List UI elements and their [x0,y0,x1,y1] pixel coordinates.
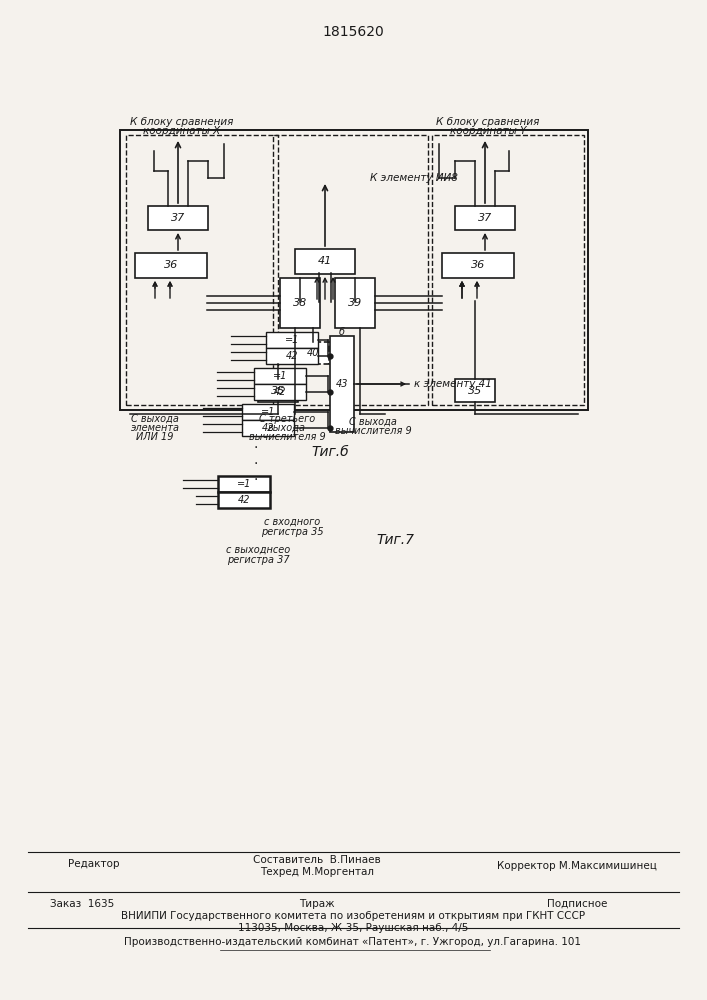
Text: =1: =1 [285,335,299,345]
Text: 38: 38 [293,298,307,308]
FancyBboxPatch shape [295,249,355,274]
Text: Τиг.7: Τиг.7 [376,533,414,547]
Text: элемента: элемента [131,423,180,433]
Text: К блоку сравнения: К блоку сравнения [130,117,234,127]
Text: Производственно-издательский комбинат «Патент», г. Ужгород, ул.Гагарина. 101: Производственно-издательский комбинат «П… [124,937,581,947]
Text: Техред М.Моргентал: Техред М.Моргентал [260,867,374,877]
FancyBboxPatch shape [148,206,208,230]
Text: 39: 39 [348,298,362,308]
Text: С третьего: С третьего [259,414,315,424]
FancyBboxPatch shape [242,420,294,436]
Text: =1: =1 [237,479,251,489]
Text: 41: 41 [318,256,332,266]
Text: Корректор М.Максимишинец: Корректор М.Максимишинец [497,861,657,871]
Text: к элементу 41: к элементу 41 [414,379,492,389]
FancyBboxPatch shape [254,384,306,400]
FancyBboxPatch shape [254,368,306,384]
Text: К элементу ИИ8: К элементу ИИ8 [370,173,458,183]
FancyBboxPatch shape [455,379,495,402]
Text: 36: 36 [471,260,485,270]
FancyBboxPatch shape [266,332,318,348]
Text: Τиг.б: Τиг.б [311,445,349,459]
FancyBboxPatch shape [455,206,515,230]
Text: С выхода: С выхода [349,417,397,427]
Text: б: б [339,327,345,337]
FancyBboxPatch shape [218,492,270,508]
FancyBboxPatch shape [218,476,270,492]
Text: Заказ  1635: Заказ 1635 [50,899,115,909]
Text: ВНИИПИ Государственного комитета по изобретениям и открытиям при ГКНТ СССР: ВНИИПИ Государственного комитета по изоб… [121,911,585,921]
Text: 1815620: 1815620 [322,25,384,39]
Text: регистра 35: регистра 35 [261,527,323,537]
FancyBboxPatch shape [258,379,298,402]
Text: 37: 37 [478,213,492,223]
Text: Тираж: Тираж [299,899,335,909]
Text: С выхода: С выхода [131,414,179,424]
FancyBboxPatch shape [442,253,514,278]
Text: Составитель  В.Пинаев: Составитель В.Пинаев [253,855,381,865]
Text: 37: 37 [171,213,185,223]
Text: 42: 42 [274,387,286,397]
FancyBboxPatch shape [297,342,329,364]
FancyBboxPatch shape [242,404,294,420]
Text: регистра 37: регистра 37 [227,555,289,565]
FancyBboxPatch shape [266,348,318,364]
Text: с входного: с входного [264,517,320,527]
Text: 35: 35 [468,385,482,395]
Text: 42: 42 [262,423,274,433]
Text: 43: 43 [336,379,349,389]
Text: координаты Y: координаты Y [450,126,526,136]
Text: Редактор: Редактор [68,859,119,869]
Text: =1: =1 [261,407,275,417]
Text: выхода: выхода [268,423,306,433]
Text: 36: 36 [164,260,178,270]
FancyBboxPatch shape [335,278,375,328]
Text: К блоку сравнения: К блоку сравнения [436,117,539,127]
Text: с выходнсео: с выходнсео [226,545,290,555]
FancyBboxPatch shape [280,278,320,328]
FancyBboxPatch shape [135,253,207,278]
Text: ·
·
·: · · · [254,441,258,487]
Text: 42: 42 [238,495,250,505]
Text: Подписное: Подписное [547,899,607,909]
Text: ИЛИ 19: ИЛИ 19 [136,432,174,442]
Text: вычислителя 9: вычислителя 9 [249,432,325,442]
Text: координаты X: координаты X [144,126,221,136]
Text: вычислителя 9: вычислителя 9 [334,426,411,436]
FancyBboxPatch shape [330,336,354,432]
Text: 35: 35 [271,385,285,395]
Text: 113035, Москва, Ж-35, Раушская наб., 4/5: 113035, Москва, Ж-35, Раушская наб., 4/5 [238,923,468,933]
Text: 40: 40 [307,348,320,358]
Text: =1: =1 [273,371,287,381]
Text: 42: 42 [286,351,298,361]
